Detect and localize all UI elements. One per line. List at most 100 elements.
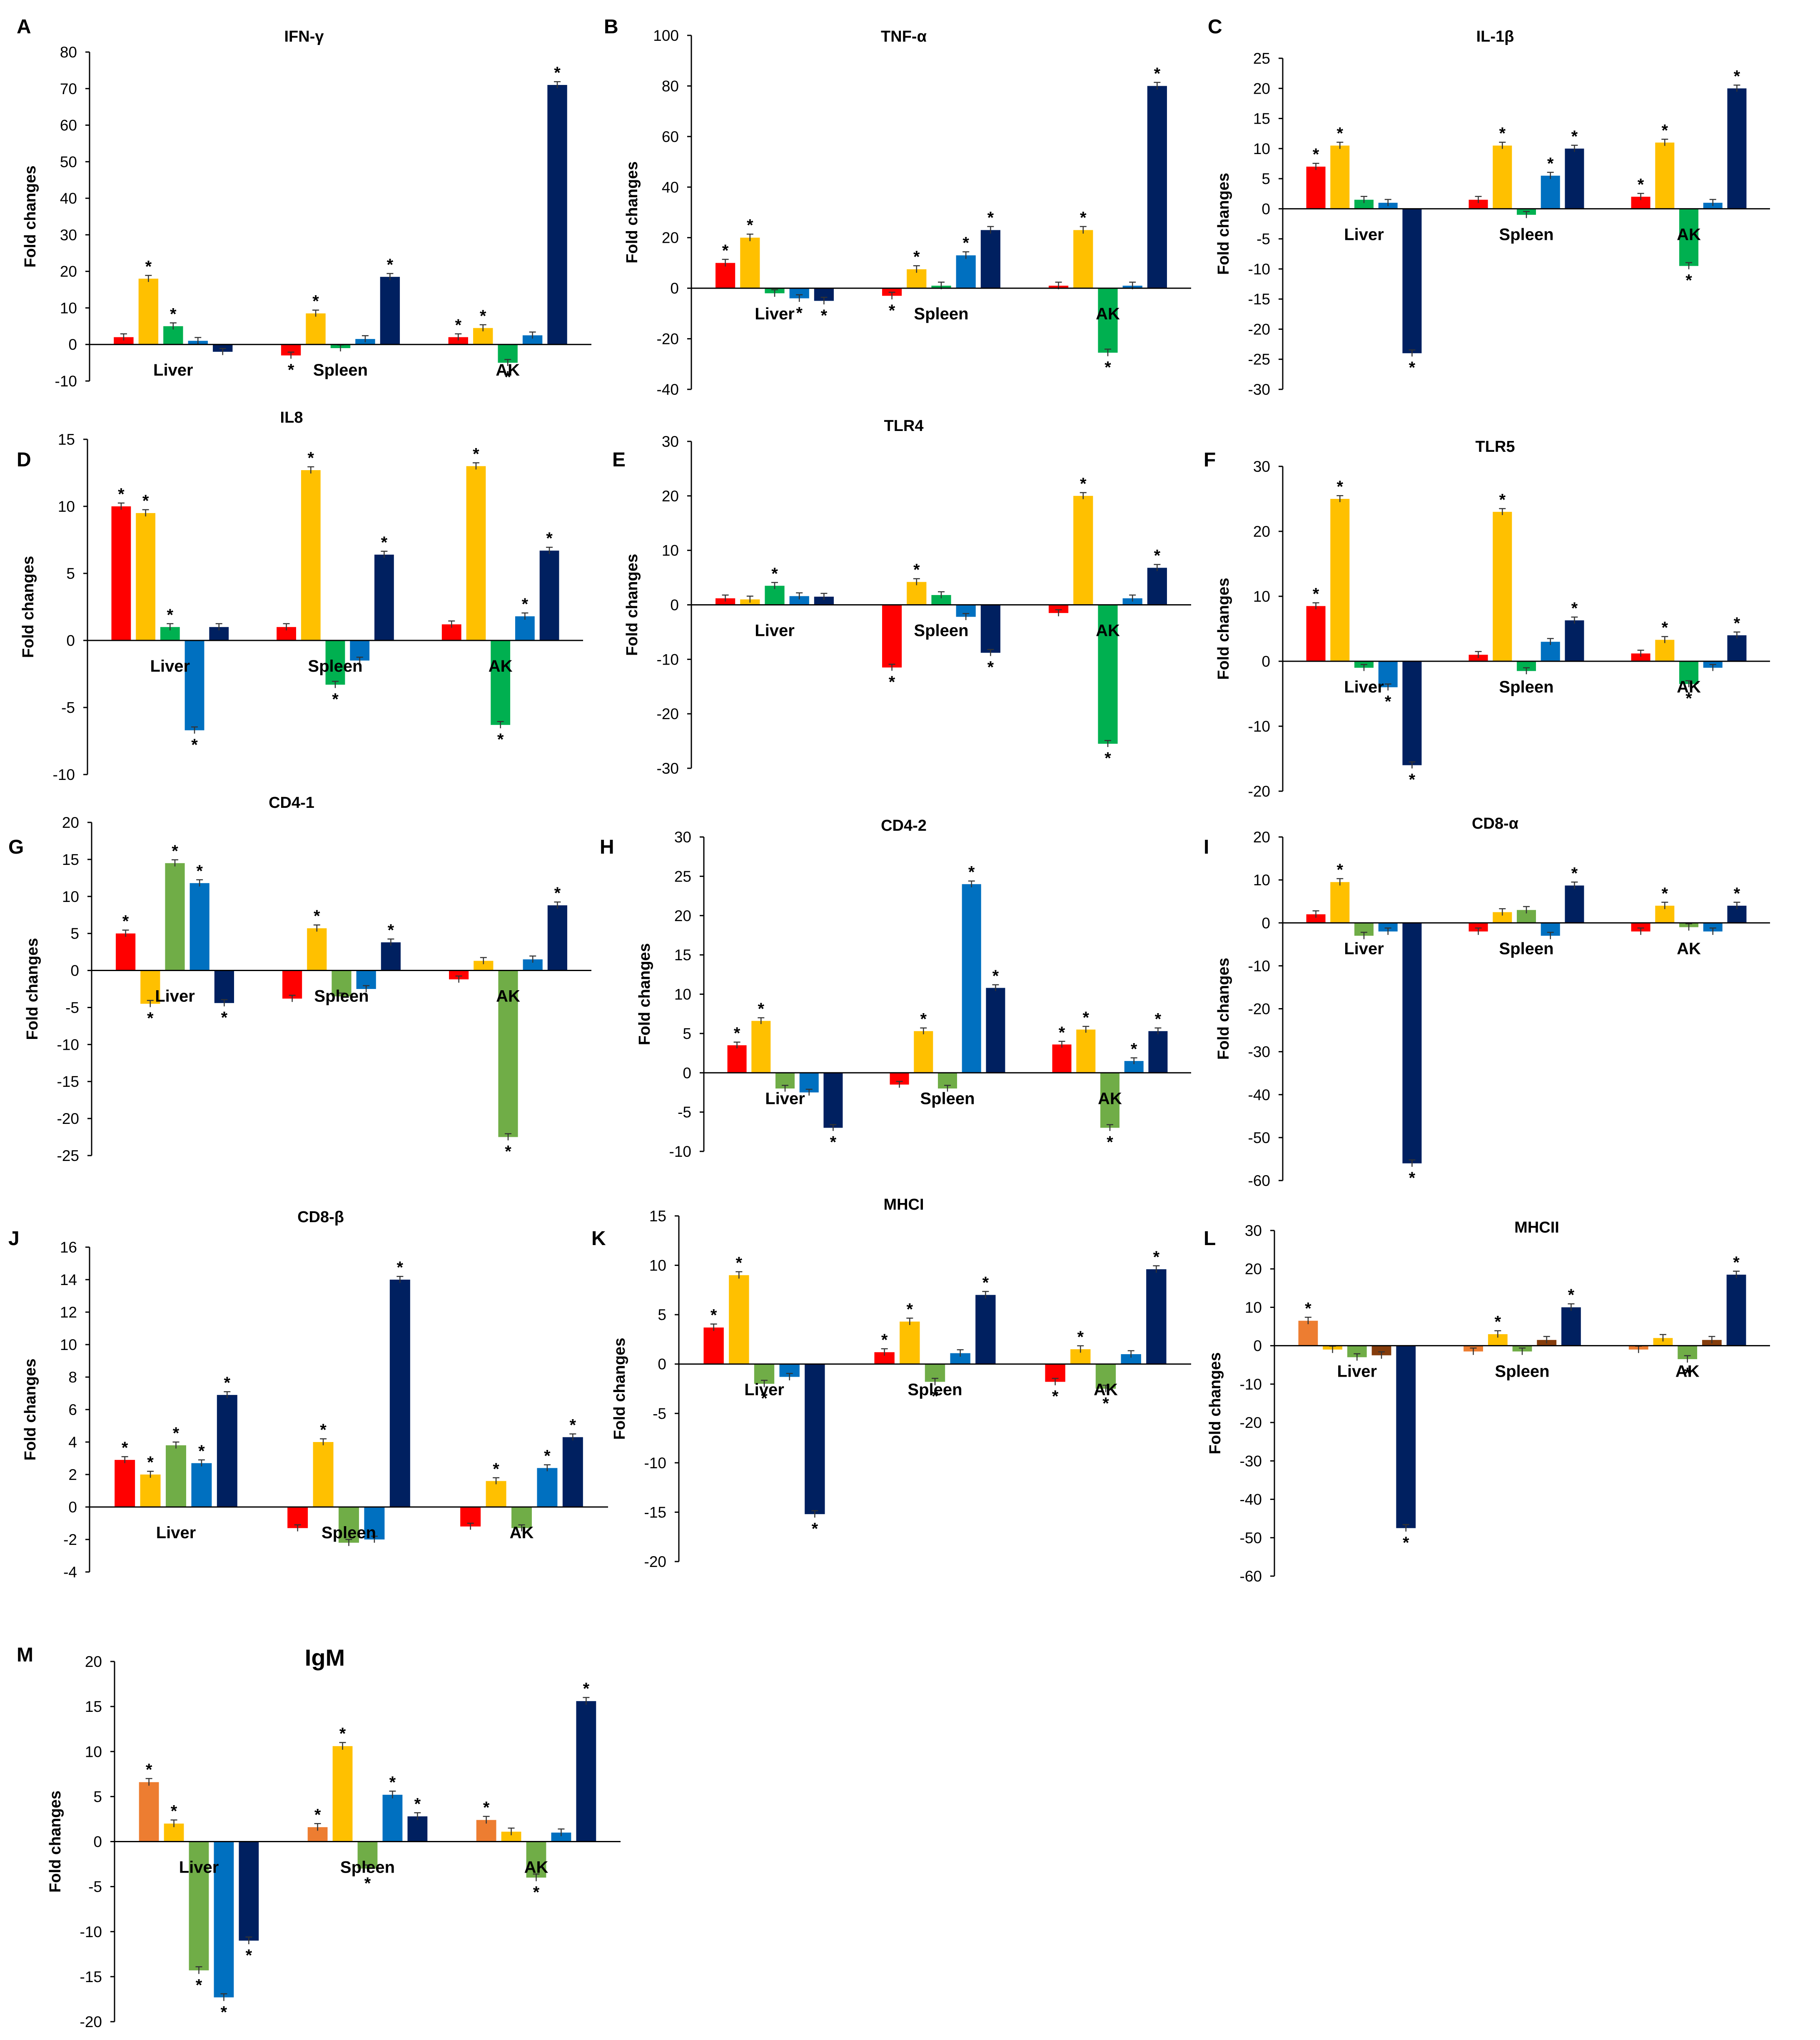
significance-star: * [1638, 176, 1644, 194]
significance-star: * [1409, 359, 1416, 377]
significance-star: * [1131, 1040, 1137, 1058]
significance-star: * [455, 316, 461, 334]
significance-star: * [483, 1798, 490, 1817]
bar [339, 1507, 359, 1543]
significance-star: * [1077, 1328, 1084, 1346]
y-tick-label: -10 [1248, 261, 1270, 278]
significance-star: * [122, 1439, 128, 1457]
significance-star: * [533, 1883, 540, 1902]
panel-letter: G [8, 836, 24, 858]
significance-star: * [147, 1453, 154, 1472]
bar [189, 1841, 209, 1970]
significance-star: * [1685, 689, 1692, 707]
significance-star: * [962, 234, 969, 252]
y-tick-label: -40 [657, 381, 679, 398]
panel-letter: M [17, 1644, 33, 1666]
significance-star: * [522, 595, 529, 613]
significance-star: * [221, 1009, 228, 1027]
y-tick-label: 30 [60, 227, 77, 244]
bar [140, 1475, 161, 1507]
bar [1402, 661, 1422, 765]
significance-star: * [1499, 491, 1506, 509]
significance-star: * [1385, 692, 1391, 711]
category-label: AK [524, 1858, 548, 1877]
bar [515, 616, 535, 640]
significance-star: * [1571, 864, 1578, 882]
bar [1330, 145, 1350, 209]
bar [301, 470, 321, 640]
y-tick-label: 10 [85, 1743, 102, 1760]
bar [306, 313, 326, 345]
y-tick-label: -10 [55, 373, 77, 390]
y-tick-label: 0 [93, 1833, 102, 1851]
y-tick-label: 10 [1253, 588, 1270, 605]
significance-star: * [1409, 1169, 1416, 1187]
bar [805, 1364, 825, 1514]
bar [1052, 1044, 1072, 1073]
y-tick-label: 40 [60, 190, 77, 207]
significance-star: * [493, 1460, 499, 1478]
bar [1148, 1031, 1168, 1073]
significance-star: * [1336, 125, 1343, 143]
y-tick-label: 30 [1253, 458, 1270, 475]
y-tick-label: -5 [61, 699, 75, 716]
y-tick-label: -40 [1248, 1086, 1270, 1103]
bar [980, 230, 1000, 289]
category-label: Spleen [914, 622, 968, 640]
significance-star: * [389, 1773, 396, 1791]
significance-star: * [992, 967, 999, 985]
significance-star: * [1495, 1313, 1501, 1331]
y-tick-label: 0 [658, 1356, 666, 1373]
significance-star: * [1403, 1534, 1409, 1552]
bar [498, 970, 518, 1137]
significance-star: * [505, 1143, 511, 1161]
bar [1402, 923, 1422, 1163]
significance-star: * [1052, 1387, 1059, 1406]
significance-star: * [364, 1874, 371, 1893]
bar [1298, 1320, 1318, 1346]
bar [1073, 230, 1093, 289]
y-tick-label: 10 [60, 299, 77, 316]
y-tick-label: 20 [62, 814, 79, 831]
y-tick-label: -5 [1257, 231, 1270, 248]
y-tick-label: 0 [1262, 914, 1270, 932]
category-label: AK [496, 987, 520, 1006]
y-tick-label: -20 [80, 2013, 102, 2030]
category-label: Liver [755, 305, 795, 323]
significance-star: * [1733, 1253, 1740, 1272]
significance-star: * [196, 862, 203, 880]
y-tick-label: -10 [644, 1455, 666, 1472]
significance-star: * [830, 1133, 837, 1151]
chart-panel-b: B TNF-α Fold changes -40 -20 0 20 40 60 80 100 * * * *… [604, 16, 1191, 398]
y-tick-label: 0 [70, 962, 79, 979]
y-tick-label: 60 [60, 117, 77, 134]
significance-star: * [554, 64, 561, 82]
significance-star: * [288, 361, 294, 379]
category-label: Liver [1344, 225, 1384, 244]
category-label: Spleen [340, 1858, 395, 1877]
significance-star: * [473, 445, 479, 463]
significance-star: * [771, 565, 778, 583]
bar [1565, 620, 1584, 661]
category-label: Spleen [314, 987, 369, 1006]
significance-star: * [881, 1331, 888, 1349]
bar [547, 905, 567, 971]
y-tick-label: -4 [63, 1564, 77, 1581]
bar [1402, 209, 1422, 354]
bar [789, 596, 809, 605]
y-tick-label: 5 [683, 1025, 691, 1042]
chart-panel-j: J CD8-β Fold changes -4 -2 0 2 4 6 8 10 12 14 16 * * * * *… [8, 1208, 608, 1581]
y-tick-label: 30 [1245, 1222, 1262, 1239]
significance-star: * [1059, 1024, 1065, 1042]
significance-star: * [1684, 1365, 1691, 1383]
significance-star: * [554, 884, 561, 902]
y-tick-label: -25 [1248, 351, 1270, 368]
significance-star: * [722, 242, 729, 260]
significance-star: * [1154, 547, 1161, 565]
y-tick-label: -10 [669, 1143, 691, 1160]
y-tick-label: -15 [644, 1504, 666, 1521]
significance-star: * [1104, 749, 1111, 767]
bar [547, 85, 567, 345]
y-tick-label: 80 [60, 44, 77, 61]
